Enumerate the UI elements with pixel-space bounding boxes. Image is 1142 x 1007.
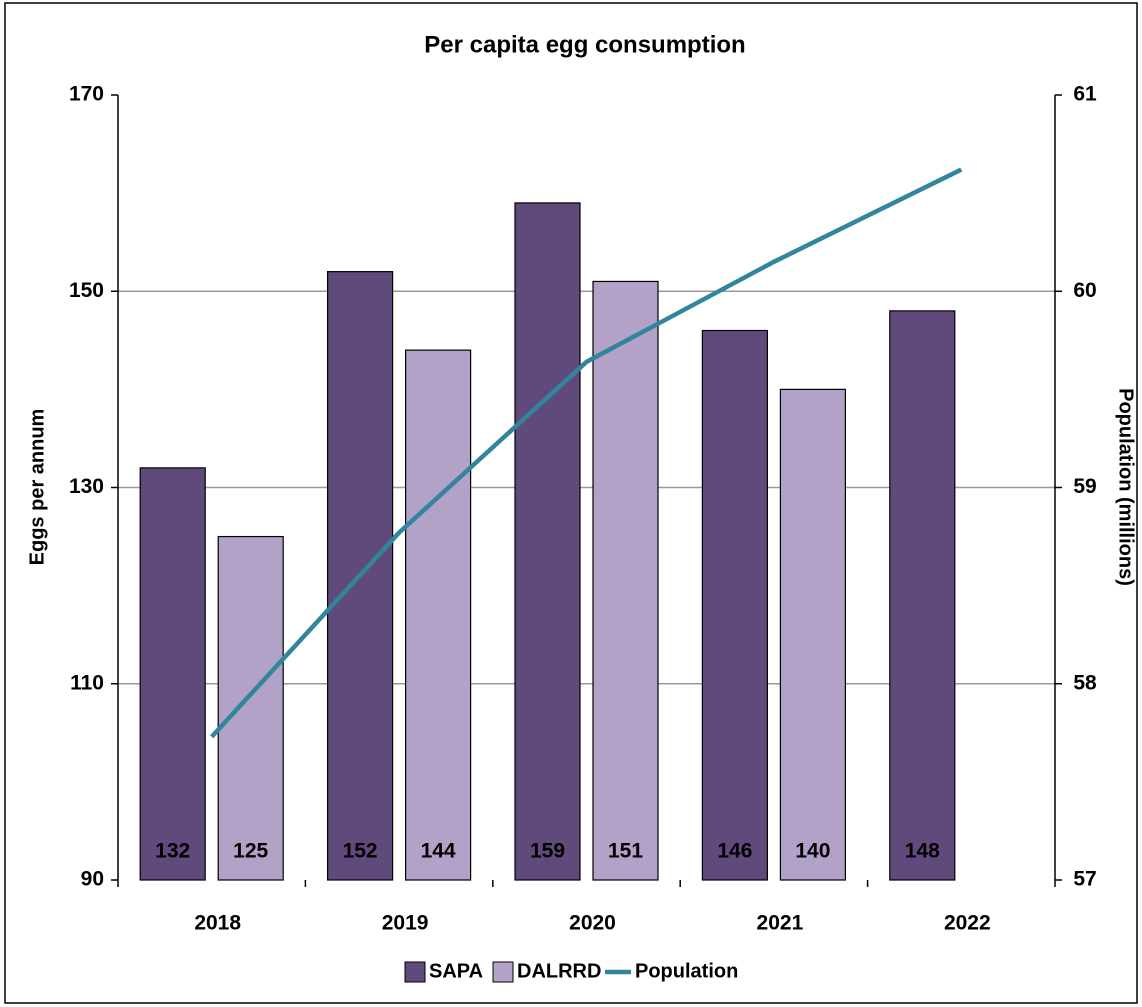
bar-value-label: 125 xyxy=(233,840,268,863)
y2-axis-label: Population (millions) xyxy=(1115,388,1137,586)
y2-tick-label: 59 xyxy=(1073,475,1096,498)
x-tick-label: 2019 xyxy=(382,912,429,935)
y-tick-label: 110 xyxy=(70,671,104,694)
bar xyxy=(405,349,472,881)
bar-value-label: 140 xyxy=(795,840,830,863)
y2-tick-label: 58 xyxy=(1073,671,1097,694)
y-tick-label: 90 xyxy=(81,868,104,891)
bar-value-label: 148 xyxy=(905,840,940,863)
bar-value-label: 159 xyxy=(530,840,565,863)
x-tick-label: 2020 xyxy=(569,912,616,935)
x-tick-label: 2022 xyxy=(944,912,991,935)
bar-value-label: 146 xyxy=(717,840,752,863)
legend-swatch xyxy=(492,961,514,983)
bar xyxy=(139,467,206,881)
legend-label: DALRRD xyxy=(517,960,601,982)
bar xyxy=(514,202,581,881)
bar xyxy=(701,329,769,881)
bar xyxy=(217,535,284,881)
y2-tick-label: 60 xyxy=(1073,279,1096,302)
line-series xyxy=(210,167,963,739)
bar-value-label: 151 xyxy=(608,840,643,863)
legend-label: Population xyxy=(635,960,738,982)
y-tick-label: 170 xyxy=(69,83,104,106)
bar-value-label: 132 xyxy=(155,840,190,863)
x-tick-label: 2018 xyxy=(194,912,241,935)
bar xyxy=(779,388,847,881)
y2-tick-label: 57 xyxy=(1073,868,1096,891)
chart-title: Per capita egg consumption xyxy=(424,31,745,58)
y2-tick-label: 61 xyxy=(1073,83,1097,106)
bar-value-label: 144 xyxy=(421,840,456,863)
y-tick-label: 130 xyxy=(69,475,104,498)
bar xyxy=(592,280,659,881)
bar-value-label: 152 xyxy=(343,840,378,863)
legend-swatch xyxy=(404,961,426,983)
y-tick-label: 150 xyxy=(69,279,104,302)
legend-label: SAPA xyxy=(429,960,483,982)
bar xyxy=(889,310,956,881)
x-tick-label: 2021 xyxy=(757,912,804,935)
y-axis-label: Eggs per annum xyxy=(26,409,48,566)
